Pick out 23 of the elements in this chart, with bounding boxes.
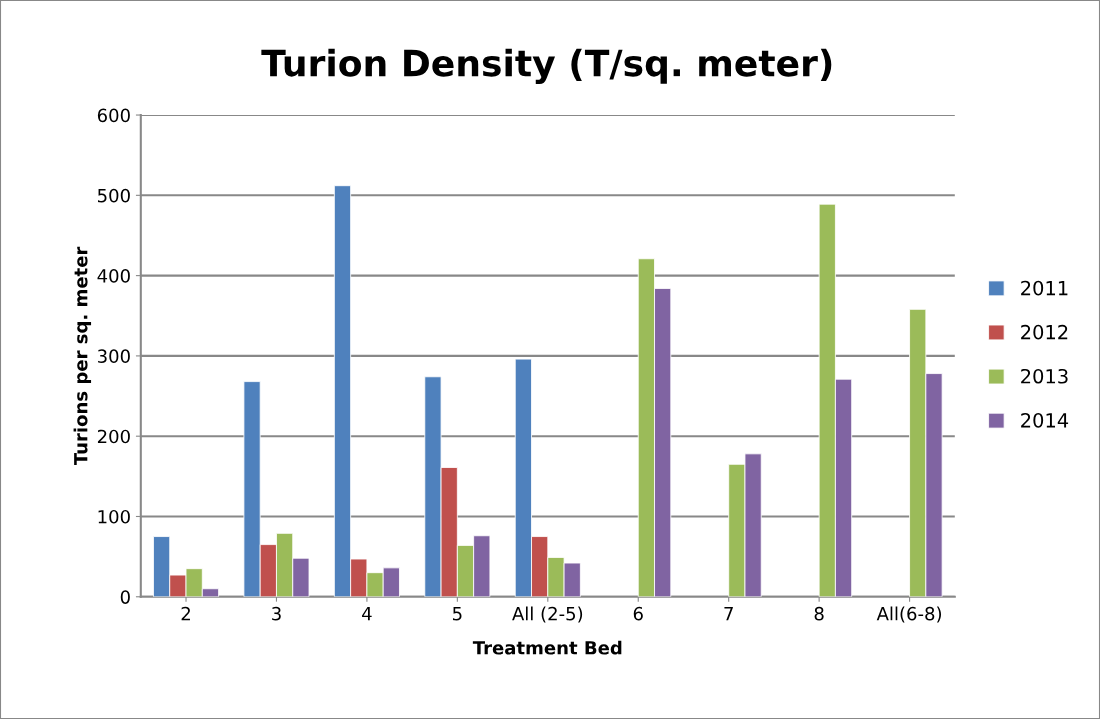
- y-tick-label: 500: [98, 188, 130, 203]
- y-tick-label: 600: [97, 108, 130, 123]
- x-tick-label: 8: [814, 606, 824, 621]
- y-axis-title: Turions per sq. meter: [73, 246, 92, 466]
- x-tick-label: 6: [633, 606, 643, 621]
- x-tick-label: 5: [453, 607, 462, 621]
- y-tick-label: 200: [97, 429, 130, 444]
- chart-title: Turion Density (T/sq. meter): [261, 48, 832, 84]
- x-tick-label: 7: [724, 607, 733, 621]
- x-tick-label: 3: [272, 606, 281, 621]
- x-axis-title: Treatment Bed: [472, 640, 622, 655]
- y-tick-label: 100: [98, 509, 130, 524]
- y-tick-label: 400: [97, 269, 130, 283]
- x-tick-label: All (2-5): [512, 606, 583, 623]
- x-tick-label: All(6-8): [876, 606, 942, 623]
- x-tick-label: 2: [181, 606, 190, 621]
- legend-label: 2011: [1021, 280, 1068, 296]
- y-tick-label: 0: [120, 590, 130, 604]
- legend-label: 2014: [1021, 412, 1069, 428]
- x-tick-label: 4: [362, 607, 372, 621]
- y-tick-label: 300: [97, 349, 130, 364]
- legend-label: 2012: [1021, 324, 1068, 340]
- legend-label: 2013: [1021, 368, 1068, 384]
